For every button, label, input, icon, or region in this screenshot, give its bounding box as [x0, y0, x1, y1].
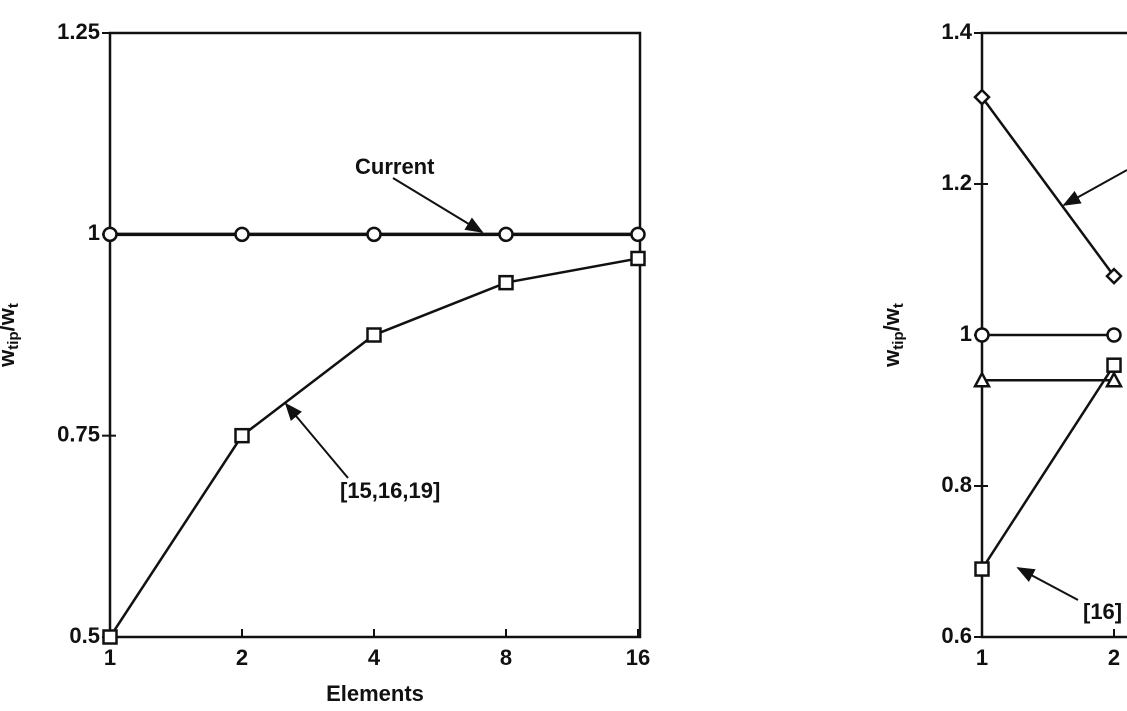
x-tick-label: 2 — [1108, 645, 1120, 670]
marker — [1105, 267, 1123, 285]
y-tick-label: 0.8 — [941, 472, 972, 497]
annotation-arrow — [392, 177, 484, 233]
x-axis-label: Elements — [326, 681, 424, 706]
y-tick-label: 0.75 — [57, 421, 100, 446]
x-tick-label: 4 — [368, 645, 381, 670]
marker — [973, 88, 991, 106]
series-label: [16] — [1083, 599, 1122, 624]
annotation-arrow — [1062, 169, 1127, 206]
x-tick-label: 16 — [626, 645, 650, 670]
series-line — [108, 257, 639, 638]
marker — [630, 250, 646, 267]
marker — [1104, 370, 1124, 388]
y-axis-label-part: tip — [890, 331, 907, 349]
marker — [366, 226, 382, 243]
series-label: Current — [355, 154, 435, 179]
x-tick-label: 8 — [500, 645, 512, 670]
annotation-arrow — [284, 402, 349, 479]
annotation-arrow — [1016, 567, 1079, 601]
marker — [1106, 357, 1122, 373]
y-axis-label-part: w — [0, 349, 19, 368]
x-tick-label: 1 — [976, 645, 988, 670]
marker — [234, 427, 250, 444]
marker — [102, 629, 118, 645]
marker — [972, 370, 992, 388]
y-tick-label: 1.2 — [941, 170, 972, 195]
marker — [234, 226, 250, 243]
marker — [974, 561, 990, 577]
y-axis-label-part: tip — [5, 331, 22, 349]
y-axis-label-part: t — [890, 303, 907, 308]
y-tick-label: 1.4 — [941, 19, 972, 44]
marker — [102, 226, 118, 243]
y-tick-label: 1 — [88, 220, 100, 245]
x-tick-label: 1 — [104, 645, 116, 670]
y-axis-label-part: /w — [879, 307, 904, 331]
marker — [366, 327, 382, 343]
x-tick-label: 2 — [236, 645, 248, 670]
y-axis-label-part: t — [5, 303, 22, 308]
series-line — [980, 364, 1116, 570]
series-line — [980, 96, 1116, 277]
y-axis-label-part: w — [879, 349, 904, 368]
y-axis-label: wtip/wt — [879, 303, 907, 368]
marker — [498, 226, 514, 243]
marker — [630, 226, 646, 243]
y-tick-label: 0.6 — [941, 623, 972, 648]
y-axis-label: wtip/wt — [0, 303, 22, 368]
y-axis-label-part: /w — [0, 307, 19, 331]
marker — [1106, 327, 1122, 343]
marker — [974, 327, 990, 343]
y-tick-label: 1.25 — [57, 19, 100, 44]
y-tick-label: 1 — [960, 321, 972, 346]
marker — [498, 274, 514, 291]
y-tick-label: 0.5 — [69, 623, 100, 648]
series-label: [15,16,19] — [340, 478, 440, 503]
